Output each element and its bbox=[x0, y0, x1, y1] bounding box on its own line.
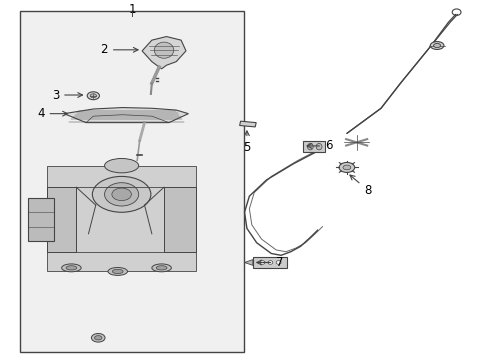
Ellipse shape bbox=[433, 44, 440, 48]
Text: 8: 8 bbox=[349, 175, 370, 197]
Ellipse shape bbox=[112, 188, 131, 201]
Ellipse shape bbox=[316, 143, 322, 150]
Ellipse shape bbox=[61, 264, 81, 272]
Ellipse shape bbox=[104, 183, 139, 206]
Polygon shape bbox=[244, 260, 252, 265]
Ellipse shape bbox=[112, 269, 123, 274]
Text: 6: 6 bbox=[306, 139, 332, 152]
Ellipse shape bbox=[108, 267, 127, 275]
Ellipse shape bbox=[66, 266, 77, 270]
Ellipse shape bbox=[91, 333, 105, 342]
Bar bbox=[47, 166, 195, 271]
Bar bbox=[303, 141, 325, 152]
Ellipse shape bbox=[90, 94, 96, 98]
Circle shape bbox=[260, 261, 264, 264]
Text: 5: 5 bbox=[243, 131, 250, 154]
Ellipse shape bbox=[429, 41, 443, 49]
Bar bbox=[47, 187, 76, 252]
Ellipse shape bbox=[307, 143, 313, 150]
Ellipse shape bbox=[104, 158, 139, 173]
Text: 2: 2 bbox=[100, 43, 138, 56]
Ellipse shape bbox=[87, 92, 99, 100]
Polygon shape bbox=[64, 108, 188, 123]
Ellipse shape bbox=[338, 162, 354, 172]
Bar bbox=[252, 257, 286, 268]
Ellipse shape bbox=[152, 264, 171, 272]
Text: 4: 4 bbox=[37, 107, 67, 120]
Bar bbox=[27, 198, 54, 241]
Ellipse shape bbox=[92, 176, 151, 212]
Text: 7: 7 bbox=[256, 256, 283, 269]
Bar bbox=[163, 187, 195, 252]
Circle shape bbox=[267, 261, 272, 264]
Text: 3: 3 bbox=[52, 89, 82, 102]
Polygon shape bbox=[142, 37, 185, 69]
Ellipse shape bbox=[156, 266, 166, 270]
Ellipse shape bbox=[433, 44, 440, 48]
Ellipse shape bbox=[154, 42, 173, 58]
Circle shape bbox=[276, 261, 281, 264]
Bar bbox=[20, 12, 244, 352]
Text: 1: 1 bbox=[128, 3, 136, 16]
Ellipse shape bbox=[342, 165, 350, 170]
Polygon shape bbox=[239, 121, 256, 127]
Ellipse shape bbox=[94, 336, 102, 340]
